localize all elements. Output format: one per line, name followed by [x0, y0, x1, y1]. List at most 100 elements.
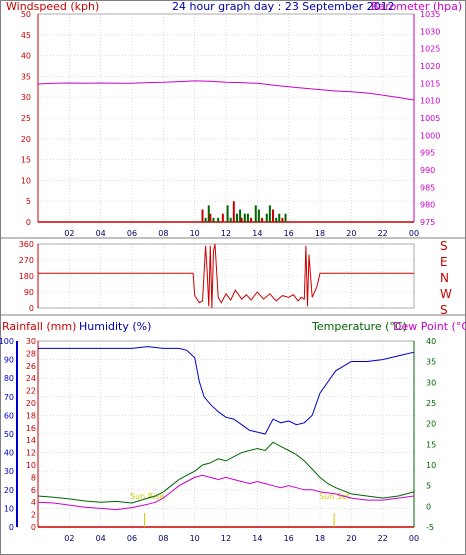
x-tick-label: 16: [284, 229, 294, 238]
wind-gust-bar: [240, 217, 243, 222]
barometer-tick-label: 1025: [420, 45, 440, 54]
barometer-tick-label: 1020: [420, 62, 440, 71]
wind-direction-line: [38, 243, 414, 309]
axis-layer: 02 04 06 08 10 12 14 16 18 20 22 000510152025303540…: [0, 10, 452, 543]
x-tick-label: 08: [158, 229, 168, 238]
humidity-tick-label: 90: [4, 356, 14, 365]
rainfall-tick-label: 14: [26, 436, 36, 445]
x-tick-label: 02: [64, 534, 74, 543]
temperature-tick-label: -5: [426, 523, 434, 532]
humidity-tick-label: 30: [4, 467, 14, 476]
temperature-tick-label: 5: [426, 482, 431, 491]
barometer-tick-label: 1005: [420, 114, 440, 123]
windspeed-tick-label: 5: [26, 197, 31, 206]
marks-layer: [37, 80, 415, 528]
rainfall-tick-label: 26: [26, 362, 36, 371]
temperature-tick-label: 10: [426, 461, 436, 470]
x-tick-label: 14: [252, 534, 262, 543]
windspeed-tick-label: 40: [21, 52, 31, 61]
rainfall-tick-label: 6: [31, 486, 36, 495]
wind-gust-bar: [275, 217, 278, 222]
windspeed-tick-label: 35: [21, 72, 31, 81]
compass-label: N: [440, 271, 449, 285]
x-tick-label: 04: [96, 534, 106, 543]
x-tick-label: 06: [127, 229, 137, 238]
rainfall-tick-label: 8: [31, 473, 36, 482]
x-tick-label: 22: [378, 534, 388, 543]
rainfall-tick-label: 28: [26, 349, 36, 358]
direction-tick-label: 360: [19, 240, 34, 249]
temperature-axis-title: Temperature (°C): [311, 320, 407, 333]
barometer-tick-label: 1035: [420, 10, 440, 19]
wind-gust-bar: [204, 217, 207, 222]
wind-gust-bar: [212, 217, 215, 222]
wind-gust-bar: [221, 213, 224, 222]
rainfall-tick-label: 30: [26, 337, 36, 346]
x-tick-label: 14: [252, 229, 262, 238]
x-tick-label: 22: [378, 229, 388, 238]
compass-label: S: [440, 303, 448, 317]
x-tick-label: 06: [127, 534, 137, 543]
humidity-tick-label: 50: [4, 430, 14, 439]
barometer-tick-label: 995: [420, 149, 435, 158]
windspeed-tick-label: 15: [21, 156, 31, 165]
x-tick-label: 00: [409, 534, 419, 543]
windspeed-tick-label: 20: [21, 135, 31, 144]
humidity-tick-label: 100: [0, 337, 14, 346]
windspeed-tick-label: 45: [21, 31, 31, 40]
humidity-series-line: [38, 346, 415, 435]
temperature-tick-label: 35: [426, 358, 436, 367]
rainfall-tick-label: 24: [26, 374, 36, 383]
humidity-tick-label: 10: [4, 504, 14, 513]
wind-gust-bar: [250, 217, 253, 222]
x-tick-label: 10: [190, 229, 200, 238]
wind-gust-bar: [272, 209, 274, 222]
barometer-tick-label: 1015: [420, 79, 440, 88]
temperature-tick-label: 40: [426, 337, 436, 346]
wind-gust-bar: [207, 205, 210, 222]
humidity-tick-label: 80: [4, 374, 14, 383]
chart-title: 24 hour graph day : 23 September 2012: [172, 0, 395, 13]
barometer-tick-label: 990: [420, 166, 435, 175]
rainfall-tick-label: 16: [26, 424, 36, 433]
windspeed-tick-label: 50: [21, 10, 31, 19]
wind-gust-bar: [261, 217, 264, 222]
barometer-tick-label: 975: [420, 218, 435, 227]
wind-gust-bar: [246, 213, 249, 222]
x-tick-label: 18: [315, 229, 325, 238]
wind-gust-bar: [268, 205, 271, 222]
x-tick-label: 00: [409, 229, 419, 238]
wind-gust-bar: [265, 213, 268, 222]
humidity-tick-label: 0: [9, 523, 14, 532]
rainfall-tick-label: 10: [26, 461, 36, 470]
x-tick-label: 02: [64, 229, 74, 238]
humidity-tick-label: 40: [4, 449, 14, 458]
barometer-tick-label: 980: [420, 201, 435, 210]
wind-gust-bar: [243, 213, 246, 222]
humidity-tick-label: 20: [4, 486, 14, 495]
rainfall-tick-label: 0: [31, 523, 36, 532]
barometer-tick-label: 1030: [420, 27, 440, 36]
wind-gust-bar: [229, 217, 232, 222]
wind-gust-bar: [281, 217, 284, 222]
barometer-tick-label: 1000: [420, 131, 440, 140]
wind-gust-bar: [235, 213, 238, 222]
x-tick-label: 18: [315, 534, 325, 543]
wind-gust-bar: [217, 217, 220, 222]
direction-tick-label: 90: [24, 288, 34, 297]
barometer-series-line: [37, 80, 415, 101]
barometer-axis-title: Barometer (hpa): [371, 0, 462, 13]
x-tick-label: 10: [190, 534, 200, 543]
rainfall-tick-label: 2: [31, 511, 36, 520]
temperature-series-line: [37, 441, 415, 504]
x-tick-label: 08: [158, 534, 168, 543]
temperature-tick-label: 30: [426, 378, 436, 387]
x-tick-label: 16: [284, 534, 294, 543]
humidity-tick-label: 60: [4, 411, 14, 420]
compass-label: W: [440, 287, 452, 301]
sun-rise-label: Sun Rise: [130, 492, 165, 501]
x-tick-label: 12: [221, 229, 231, 238]
direction-tick-label: 0: [29, 304, 34, 313]
rainfall-tick-label: 4: [31, 498, 36, 507]
